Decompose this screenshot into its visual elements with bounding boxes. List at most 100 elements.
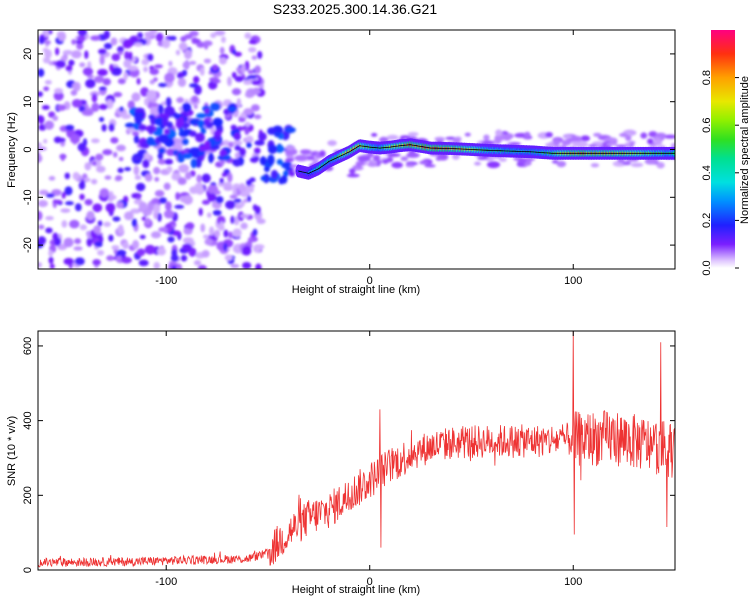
heatmap-blob xyxy=(58,31,67,42)
heatmap-blob xyxy=(38,68,45,77)
heatmap-blob xyxy=(219,57,227,65)
heatmap-blob xyxy=(48,249,54,257)
heatmap-blob xyxy=(123,59,132,68)
heatmap-blob xyxy=(38,199,49,208)
heatmap-blob xyxy=(149,79,155,85)
heatmap-blob xyxy=(248,47,257,53)
heatmap-blob xyxy=(164,128,170,135)
heatmap-blob xyxy=(209,226,215,236)
heatmap-blob xyxy=(176,263,183,269)
heatmap-blob xyxy=(123,211,134,221)
heatmap-blob xyxy=(212,209,222,216)
heatmap-blob xyxy=(175,49,181,56)
heatmap-blob xyxy=(150,231,162,239)
heatmap-blob xyxy=(382,159,389,164)
heatmap-blob xyxy=(367,162,378,167)
heatmap-blob xyxy=(275,144,285,153)
heatmap-blob xyxy=(62,49,73,55)
heatmap-blob xyxy=(78,181,86,190)
top-ytick-label: 0 xyxy=(22,146,34,152)
heatmap-blob xyxy=(157,152,164,160)
heatmap-blob xyxy=(184,33,193,40)
heatmap-blob xyxy=(106,255,115,262)
heatmap-blob xyxy=(107,196,114,202)
heatmap-blob xyxy=(207,184,219,194)
heatmap-blob xyxy=(73,246,83,251)
heatmap-blob xyxy=(43,86,50,92)
heatmap-blob xyxy=(556,160,567,168)
heatmap-blob xyxy=(204,238,213,246)
heatmap-blob xyxy=(68,59,75,66)
heatmap-blob xyxy=(97,68,108,77)
heatmap-blob xyxy=(232,186,237,197)
heatmap-blob xyxy=(97,48,107,55)
heatmap-blob xyxy=(199,67,205,76)
heatmap-blob xyxy=(85,78,96,89)
heatmap-blob xyxy=(61,220,68,228)
heatmap-blob xyxy=(45,193,55,198)
heatmap-blob xyxy=(283,170,289,177)
heatmap-blob xyxy=(63,257,75,266)
heatmap-blob xyxy=(121,113,131,120)
heatmap-blob xyxy=(132,131,140,137)
heatmap-blob xyxy=(251,55,258,60)
heatmap-blob xyxy=(243,198,249,203)
heatmap-blob xyxy=(149,106,161,117)
heatmap-blob xyxy=(110,137,119,144)
heatmap-blob xyxy=(74,203,82,212)
heatmap-blob xyxy=(474,161,482,166)
heatmap-blob xyxy=(197,119,205,129)
heatmap-blob xyxy=(372,154,381,161)
heatmap-blob xyxy=(43,30,49,38)
bottom-xtick-label: -100 xyxy=(155,576,177,588)
heatmap-blob xyxy=(231,88,242,96)
heatmap-blob xyxy=(239,213,250,219)
heatmap-blob xyxy=(349,168,356,175)
heatmap-blob xyxy=(98,117,105,122)
heatmap-blob xyxy=(38,142,42,147)
heatmap-blob xyxy=(92,203,103,213)
heatmap-blob xyxy=(113,91,123,98)
heatmap-blob xyxy=(197,264,207,269)
bottom-xtick-label: 100 xyxy=(564,576,582,588)
heatmap-blob xyxy=(260,175,267,182)
heatmap-blob xyxy=(276,158,283,165)
heatmap-blob xyxy=(204,42,209,50)
heatmap-blob xyxy=(77,35,86,42)
heatmap-blob xyxy=(188,118,200,126)
heatmap-blob xyxy=(44,120,55,130)
heatmap-blob xyxy=(43,138,48,144)
heatmap-blob xyxy=(200,223,206,233)
top-xtick-label: -100 xyxy=(155,275,177,287)
heatmap-blob xyxy=(108,234,114,242)
heatmap-blob xyxy=(103,42,113,50)
heatmap-blob xyxy=(196,174,202,183)
heatmap-blob xyxy=(319,150,326,158)
heatmap-blob xyxy=(171,265,177,269)
heatmap-blob xyxy=(222,154,231,161)
heatmap-blob xyxy=(98,103,108,110)
top-ytick-label: -20 xyxy=(22,237,34,253)
heatmap-blob xyxy=(71,39,77,45)
heatmap-blob xyxy=(92,259,101,266)
heatmap-blob xyxy=(208,152,214,164)
bottom-axis-ticks: -100 0 100 0 200 400 600 xyxy=(22,331,675,588)
heatmap-blob xyxy=(55,60,66,69)
heatmap-blob xyxy=(178,116,184,125)
heatmap-blob xyxy=(201,249,210,258)
heatmap-blob xyxy=(103,30,110,40)
heatmap-blob xyxy=(93,225,101,234)
heatmap-blob xyxy=(234,75,244,82)
heatmap-blob xyxy=(143,152,150,162)
heatmap-blob xyxy=(124,51,130,60)
heatmap-blob xyxy=(175,192,181,201)
heatmap-blob xyxy=(252,204,258,211)
top-xtick-label: 100 xyxy=(564,275,582,287)
heatmap-blob xyxy=(255,263,262,269)
heatmap-blob xyxy=(52,115,59,121)
snr-series-line xyxy=(38,331,675,568)
heatmap-blob xyxy=(246,142,252,149)
heatmap-blob xyxy=(112,151,118,158)
heatmap-blob xyxy=(270,169,279,179)
heatmap-blob xyxy=(38,210,43,221)
